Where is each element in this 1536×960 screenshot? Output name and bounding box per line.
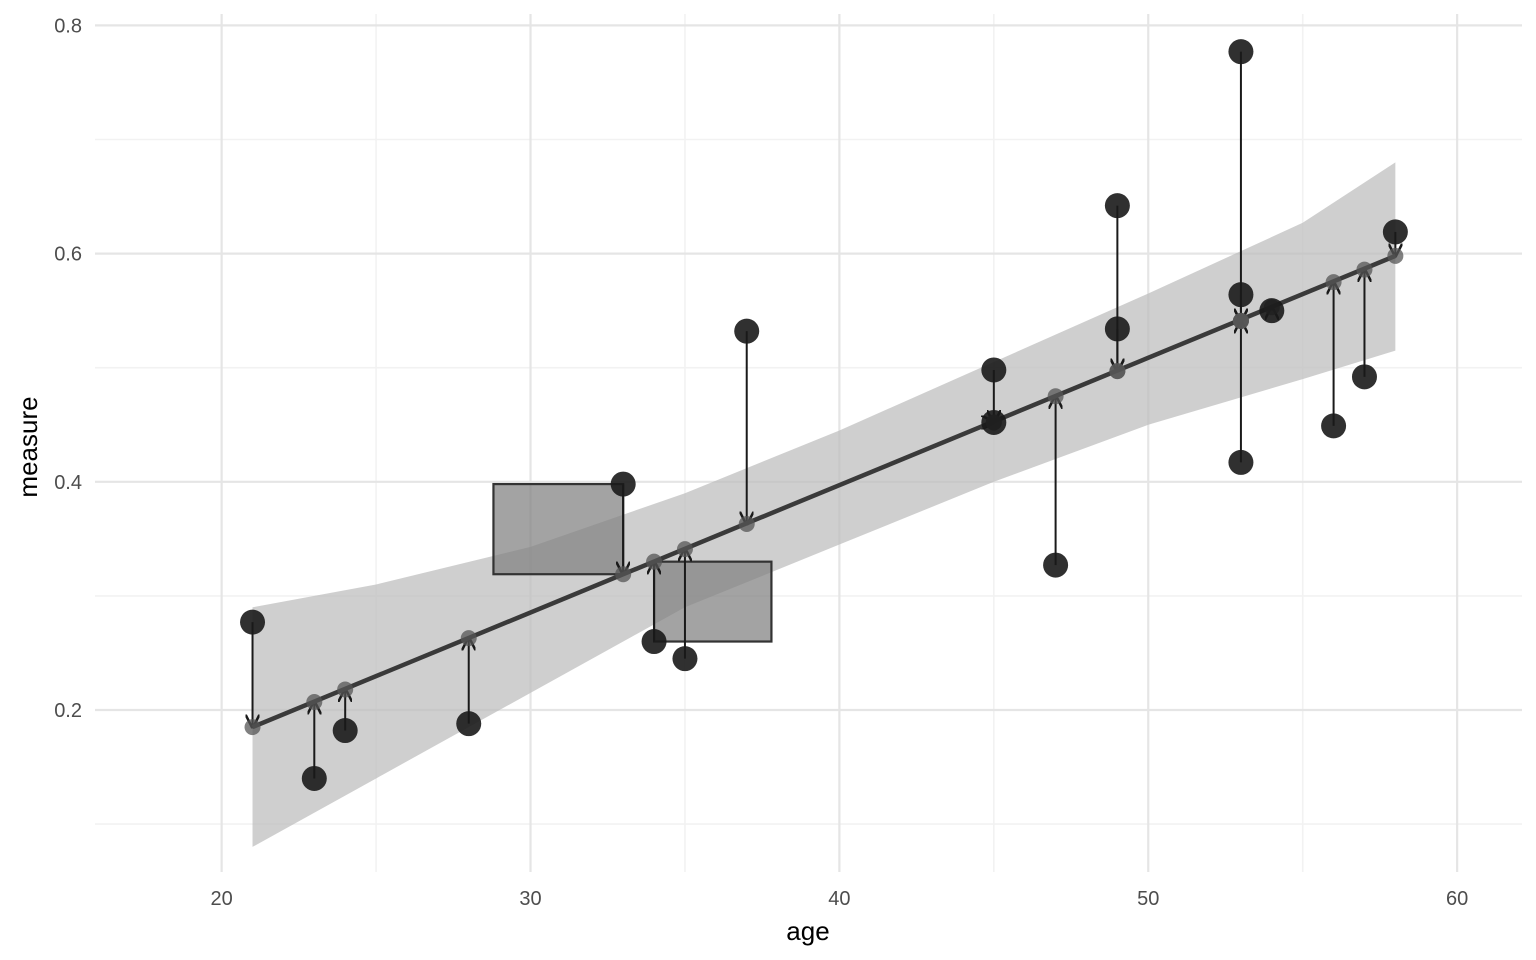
data-point	[1043, 552, 1069, 578]
fitted-point	[646, 553, 663, 570]
x-tick-label: 60	[1446, 888, 1468, 910]
observed-points-layer	[240, 39, 1408, 791]
confidence-band	[252, 162, 1396, 847]
y-tick-label: 0.4	[54, 472, 82, 494]
data-point	[1228, 39, 1254, 65]
y-tick-label: 0.8	[54, 15, 82, 37]
data-point	[1259, 298, 1285, 324]
fitted-point	[1047, 388, 1064, 405]
regression-line-layer	[251, 253, 1397, 730]
fitted-point	[306, 693, 323, 710]
data-point	[456, 711, 482, 737]
data-point	[641, 629, 667, 655]
tick-labels: 20 30 40 50 60 0.2 0.4 0.6 0.8	[54, 15, 1468, 910]
fitted-point	[244, 719, 261, 736]
data-point	[981, 357, 1007, 383]
y-axis-title: measure	[13, 396, 43, 497]
data-point	[734, 318, 760, 344]
x-tick-label: 40	[828, 888, 850, 910]
data-point	[1104, 316, 1130, 342]
residual-square	[652, 560, 773, 643]
fitted-point	[1356, 261, 1373, 278]
x-tick-label: 50	[1137, 888, 1159, 910]
fitted-point	[738, 516, 755, 533]
data-point	[981, 409, 1007, 435]
data-point	[240, 609, 266, 635]
data-point	[672, 646, 698, 672]
fitted-point	[1325, 274, 1342, 291]
data-point	[301, 765, 327, 791]
data-point	[1321, 413, 1347, 439]
fitted-point	[337, 681, 354, 698]
y-tick-label: 0.2	[54, 700, 82, 722]
data-point	[1228, 449, 1254, 475]
fitted-point	[1109, 363, 1126, 380]
fitted-point	[1387, 247, 1404, 264]
data-point	[1228, 282, 1254, 308]
data-point	[1351, 364, 1377, 390]
fitted-point	[1232, 312, 1249, 329]
x-tick-label: 30	[519, 888, 541, 910]
data-point	[1104, 193, 1130, 219]
fitted-point	[460, 630, 477, 647]
data-point	[610, 471, 636, 497]
y-tick-label: 0.6	[54, 244, 82, 266]
residual-square	[492, 482, 625, 576]
fitted-point	[615, 566, 632, 583]
data-point	[332, 718, 358, 744]
fitted-point	[676, 541, 693, 558]
data-point	[1382, 219, 1408, 245]
x-tick-label: 20	[211, 888, 233, 910]
x-axis-title: age	[786, 916, 829, 946]
regression-line	[251, 253, 1397, 730]
confidence-band-layer	[252, 162, 1396, 847]
